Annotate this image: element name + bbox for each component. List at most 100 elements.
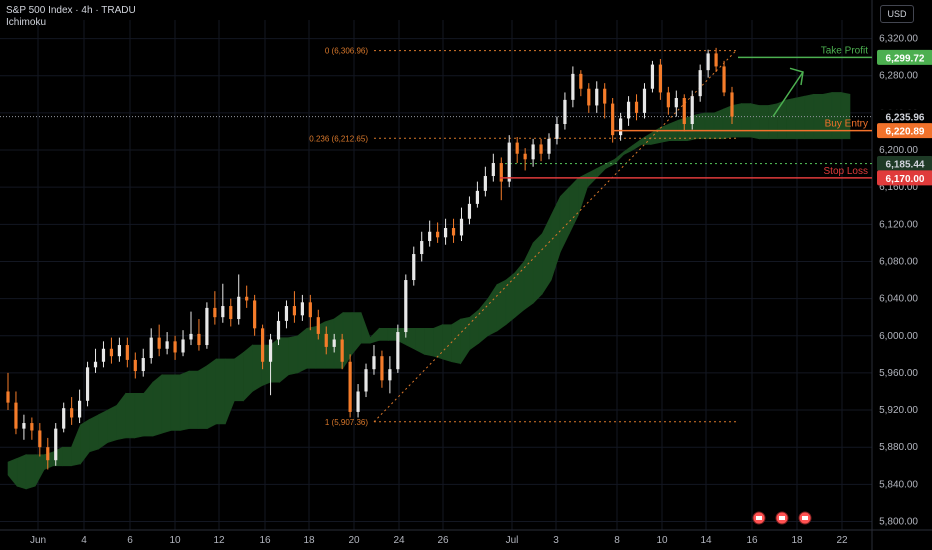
candle-body (595, 88, 599, 106)
cloud-segment (98, 409, 108, 450)
candle-body (117, 345, 121, 357)
x-tick-label: 10 (656, 535, 668, 546)
candle-body (658, 64, 662, 93)
candle-body (515, 142, 519, 154)
candle-body (436, 231, 440, 238)
candle-body (690, 96, 694, 125)
candle-body (730, 92, 734, 117)
cloud-segment (288, 335, 299, 376)
cloud-segment (831, 92, 842, 140)
candle-body (78, 400, 82, 418)
candle-body (253, 300, 257, 329)
candle-body (388, 369, 392, 381)
y-tick-label: 5,960.00 (879, 368, 918, 379)
stop-loss-tag (877, 170, 932, 186)
cloud-segment (179, 370, 190, 431)
cloud-segment (206, 358, 217, 430)
candle-body (483, 176, 487, 191)
cloud-segment (62, 446, 72, 467)
fib-level-label: 0 (6,306.96) (325, 47, 368, 56)
candle-body (467, 203, 472, 219)
support-tag (877, 156, 932, 172)
candle-body (348, 361, 352, 412)
candle-body (332, 339, 336, 347)
cloud-segment (16, 454, 27, 490)
cloud-segment (297, 327, 308, 374)
cloud-segment (759, 105, 769, 140)
candle-body (237, 296, 241, 320)
cloud-segment (804, 93, 815, 140)
cloud-segment (822, 92, 833, 140)
cloud-segment (279, 337, 289, 383)
buy-entry-tag-text: 6,220.89 (886, 127, 925, 138)
candle-body (30, 423, 34, 431)
candle-body (133, 359, 137, 372)
candle-body (364, 369, 368, 392)
candle-body (324, 333, 328, 347)
take-profit-tag-text: 6,299.72 (886, 53, 925, 64)
candle-body (260, 328, 265, 362)
arrow-head (789, 67, 804, 86)
candle-body (634, 101, 639, 113)
candle-body (571, 73, 575, 100)
candle-body (356, 391, 360, 412)
y-tick-label: 6,000.00 (879, 331, 918, 342)
candle-body (539, 144, 543, 154)
candle-body (300, 302, 304, 316)
candle-body (85, 367, 90, 401)
candle-body (714, 53, 718, 67)
cloud-segment (433, 324, 443, 360)
cloud-segment (505, 271, 516, 326)
candle-body (268, 339, 273, 362)
y-tick-label: 6,280.00 (879, 71, 918, 82)
buy-entry-label: Buy Entry (825, 119, 868, 130)
cloud-segment (695, 112, 706, 140)
candle-body (674, 98, 678, 108)
candle-body (420, 241, 424, 255)
candle-body (507, 142, 511, 182)
candle-body (666, 92, 670, 108)
flag-icon (775, 511, 789, 525)
candle-body (722, 66, 726, 93)
candle-body (706, 53, 710, 71)
cloud-segment (161, 374, 172, 434)
fib-level-label: 0.236 (6,212.65) (309, 134, 368, 143)
candle-body (404, 280, 408, 333)
cloud-segment (387, 328, 398, 341)
current-tag (877, 109, 932, 125)
x-tick-label: 18 (303, 535, 315, 546)
cloud-segment (89, 414, 99, 453)
cloud-segment (107, 404, 117, 443)
y-tick-label: 5,800.00 (879, 516, 918, 527)
x-tick-label: 16 (259, 535, 271, 546)
take-profit-label: Take Profit (821, 45, 868, 56)
candle-body (475, 190, 480, 204)
currency-button[interactable]: USD (880, 5, 914, 23)
stop-loss-label: Stop Loss (824, 166, 868, 177)
cloud-segment (795, 95, 806, 140)
candle-body (157, 337, 161, 349)
buy-entry-tag (877, 123, 932, 139)
current-tag-text: 6,235.96 (886, 113, 925, 124)
x-tick-label: 26 (437, 535, 449, 546)
candle-body (563, 99, 567, 125)
cloud-segment (750, 103, 760, 140)
fib-trend-line (373, 50, 737, 423)
cloud-segment (25, 454, 36, 490)
candle-body (245, 296, 249, 301)
fibonacci-retracement: 0 (6,306.96) 0.236 (6,212.65) 1 (5,907.36) (309, 47, 737, 427)
cloud-segment (777, 99, 787, 140)
x-tick-label: 12 (213, 535, 225, 546)
y-tick-label: 6,080.00 (879, 256, 918, 267)
cloud-segment (532, 232, 543, 304)
cloud-segment (496, 279, 507, 332)
y-tick-label: 5,920.00 (879, 405, 918, 416)
candle-body (213, 307, 217, 318)
cloud-segment (188, 370, 199, 429)
candle-body (197, 333, 201, 346)
x-tick-label: 6 (127, 535, 133, 546)
cloud-segment (786, 97, 796, 140)
candle-body (499, 163, 503, 182)
candle-body (173, 341, 177, 353)
